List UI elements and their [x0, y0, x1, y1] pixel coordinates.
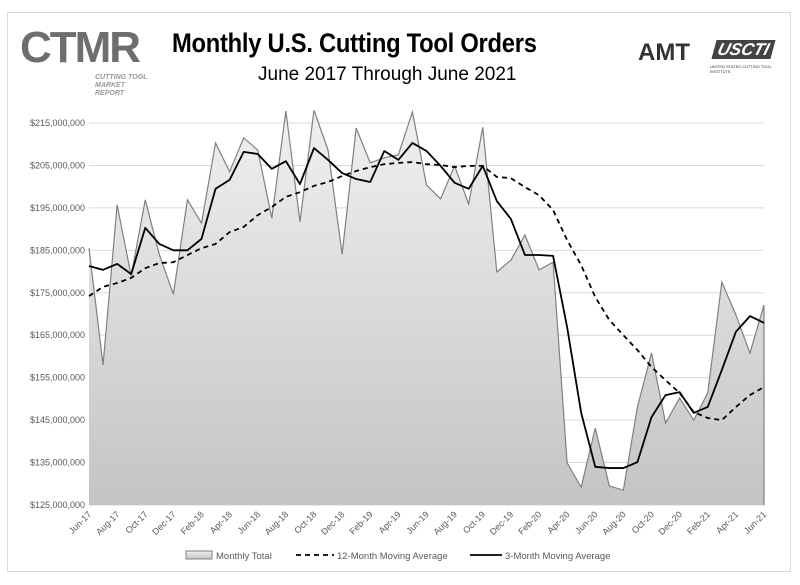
y-tick-label: $165,000,000 — [30, 330, 85, 340]
uscti-logo-subtext: UNITED STATES CUTTING TOOL INSTITUTE — [710, 64, 772, 74]
legend-swatch-monthly-total — [185, 550, 213, 560]
ctmr-logo-subtext: CUTTING TOOL MARKET REPORT — [95, 74, 148, 97]
legend-label-12-month: 12-Month Moving Average — [337, 551, 448, 562]
x-tick-label: Apr-18 — [208, 509, 234, 535]
x-tick-label: Feb-20 — [516, 509, 543, 536]
series-group — [88, 109, 765, 506]
chart-subtitle: June 2017 Through June 2021 — [258, 64, 517, 85]
chart-frame — [7, 12, 791, 572]
legend-label-3-month: 3-Month Moving Average — [505, 551, 610, 562]
x-tick-label: Feb-21 — [685, 509, 712, 536]
y-tick-label: $195,000,000 — [30, 203, 85, 213]
monthly-total-line — [88, 109, 765, 505]
y-tick-label: $215,000,000 — [30, 118, 85, 128]
x-tick-label: Jun-20 — [573, 509, 600, 536]
y-tick-label: $175,000,000 — [30, 288, 85, 298]
x-tick-label: Dec-20 — [656, 509, 684, 537]
y-tick-label: $125,000,000 — [30, 500, 85, 510]
y-tick-label: $135,000,000 — [30, 458, 85, 468]
12-month-moving-average-line — [88, 161, 765, 422]
x-tick-label: Feb-18 — [179, 509, 206, 536]
x-tick-label: Dec-18 — [319, 509, 347, 537]
x-tick-label: Aug-19 — [431, 509, 459, 537]
x-tick-label: Oct-17 — [123, 509, 149, 535]
x-tick-label: Oct-19 — [461, 509, 487, 535]
x-tick-label: Feb-19 — [347, 509, 374, 536]
chart-title: Monthly U.S. Cutting Tool Orders — [172, 28, 537, 58]
x-tick-label: Oct-20 — [630, 509, 656, 535]
legend: Monthly Total 12-Month Moving Average 3-… — [185, 550, 610, 562]
x-tick-label: Jun-21 — [742, 509, 769, 536]
y-tick-label: $185,000,000 — [30, 245, 85, 255]
legend-label-monthly-total: Monthly Total — [216, 551, 272, 562]
x-tick-label: Oct-18 — [292, 509, 318, 535]
y-tick-label: $145,000,000 — [30, 415, 85, 425]
amt-logo: AMT — [638, 39, 690, 66]
x-tick-label: Apr-20 — [545, 509, 571, 535]
x-axis: Jun-17 Aug-17 Oct-17 Dec-17 Feb-18 Apr-18 Jun-… — [67, 509, 769, 537]
x-tick-label: Apr-19 — [377, 509, 403, 535]
y-axis: $215,000,000 $205,000,000 $195,000,000 $185… — [30, 118, 85, 510]
y-tick-label: $155,000,000 — [30, 373, 85, 383]
x-tick-label: Jun-19 — [404, 509, 431, 536]
monthly-total-area — [89, 110, 764, 506]
x-tick-label: Aug-20 — [600, 509, 628, 537]
ctmr-logo: CTMR — [20, 23, 141, 72]
y-tick-label: $205,000,000 — [30, 160, 85, 170]
x-tick-label: Dec-19 — [488, 509, 516, 537]
x-tick-label: Aug-18 — [263, 509, 291, 537]
x-tick-label: Aug-17 — [94, 509, 122, 537]
x-tick-label: Apr-21 — [714, 509, 740, 535]
x-tick-label: Jun-17 — [67, 509, 94, 536]
x-tick-label: Dec-17 — [150, 509, 178, 537]
x-tick-label: Jun-18 — [236, 509, 263, 536]
3-month-moving-average-line — [88, 142, 765, 469]
